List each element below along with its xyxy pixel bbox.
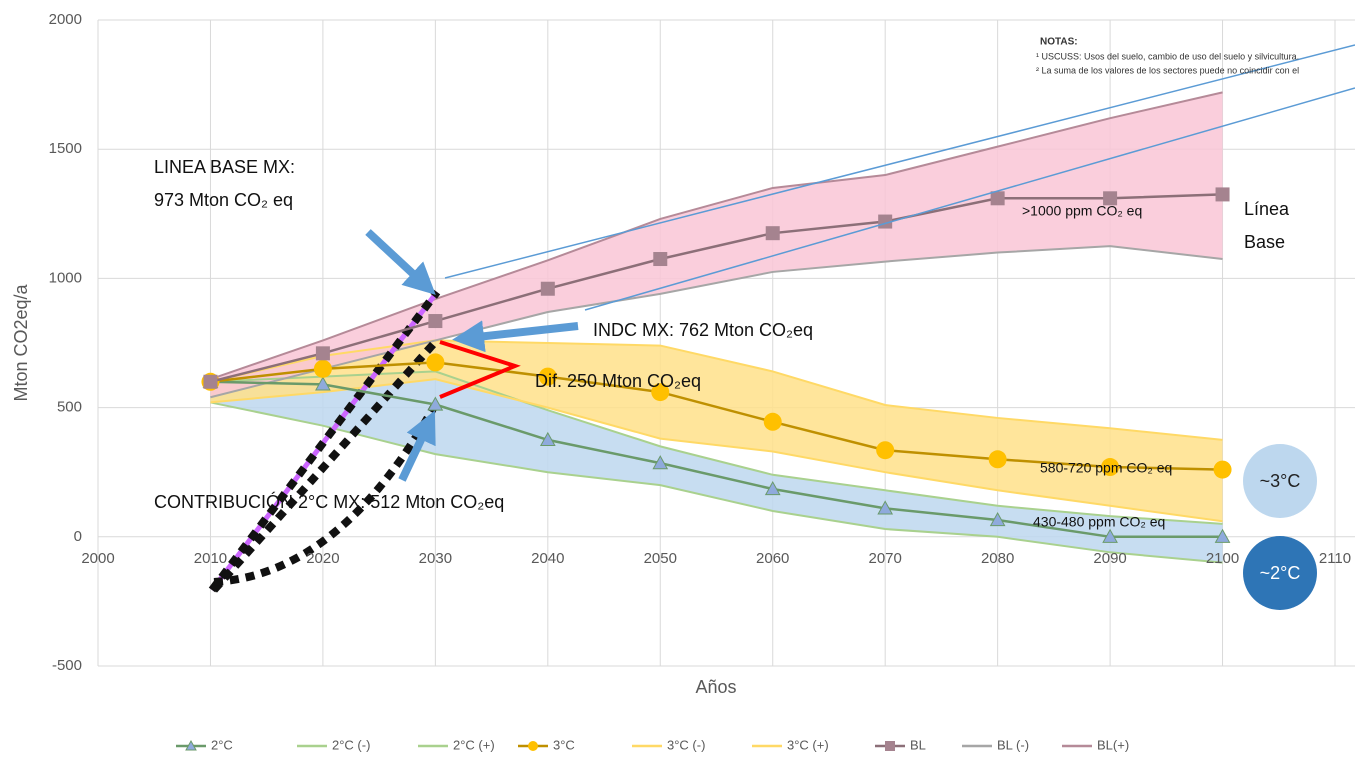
pointer-line — [584, 87, 1355, 311]
badge — [1243, 536, 1317, 610]
y-axis-label: Mton CO2eq/a — [11, 283, 31, 401]
series-line — [210, 193, 1223, 383]
x-tick-label: 2040 — [531, 550, 564, 567]
marker — [1214, 528, 1231, 543]
legend-label: 2°C (+) — [453, 737, 495, 752]
legend-label: BL(+) — [1097, 737, 1129, 752]
marker — [877, 500, 894, 515]
badge-label: ~2°C — [1260, 563, 1301, 583]
annotation: LINEA BASE MX: — [154, 157, 295, 177]
marker — [1103, 191, 1118, 206]
y-tick-label: 500 — [57, 399, 82, 416]
annotation: INDC MX: 762 Mton CO₂eq — [593, 320, 813, 340]
annotation: 430-480 ppm CO₂ eq — [1033, 514, 1165, 530]
x-axis-label: Años — [695, 677, 736, 697]
y-tick-label: 1500 — [49, 140, 82, 157]
marker — [203, 374, 218, 389]
marker — [1215, 187, 1230, 202]
legend-label: 3°C — [553, 737, 575, 752]
badge — [1243, 444, 1317, 518]
legend-label: BL (-) — [997, 737, 1029, 752]
legend-label: BL — [910, 737, 926, 752]
series-line — [210, 245, 1223, 399]
marker — [539, 431, 556, 446]
marker — [315, 376, 331, 391]
marker — [1102, 528, 1118, 543]
x-tick-label: 2070 — [868, 550, 901, 567]
legend-label: 2°C — [211, 737, 233, 752]
marker — [651, 383, 670, 402]
y-tick-label: 2000 — [49, 11, 82, 28]
marker — [653, 252, 668, 267]
series-line — [210, 401, 1223, 564]
marker — [428, 314, 443, 329]
x-tick-label: 2020 — [306, 550, 339, 567]
pointer-line — [444, 44, 1355, 279]
x-tick-label: 2090 — [1093, 550, 1126, 567]
x-tick-label: 2060 — [756, 550, 789, 567]
y-tick-label: 0 — [74, 528, 82, 545]
note-line: ¹ USCUSS: Usos del suelo, cambio de uso … — [1036, 51, 1299, 61]
dotted-guide — [208, 289, 441, 593]
arrow — [365, 229, 436, 295]
y-tick-label: -500 — [52, 657, 82, 674]
marker — [1213, 460, 1232, 479]
marker — [315, 346, 330, 361]
marker — [313, 359, 332, 378]
series-line — [210, 339, 1223, 441]
annotation: Línea — [1244, 199, 1290, 219]
note-title: NOTAS: — [1040, 37, 1078, 48]
marker — [185, 739, 197, 751]
marker — [426, 353, 445, 372]
legend-label: 3°C (-) — [667, 737, 705, 752]
annotation: 973 Mton CO₂ eq — [154, 190, 293, 210]
marker — [427, 396, 444, 411]
marker — [765, 226, 780, 241]
legend-label: 3°C (+) — [787, 737, 829, 752]
arrow — [452, 320, 579, 353]
band — [210, 371, 1223, 563]
annotation: 580-720 ppm CO₂ eq — [1040, 460, 1172, 476]
marker — [763, 412, 782, 431]
legend-label: 2°C (-) — [332, 737, 370, 752]
x-tick-label: 2000 — [81, 550, 114, 567]
arrow — [398, 410, 436, 482]
marker — [989, 511, 1006, 527]
marker — [990, 191, 1005, 206]
x-tick-label: 2010 — [194, 550, 227, 567]
x-tick-label: 2050 — [644, 550, 677, 567]
series-line — [210, 380, 1223, 539]
x-tick-label: 2110 — [1319, 550, 1351, 567]
series-line — [210, 91, 1223, 381]
series-line — [210, 378, 1223, 523]
marker — [528, 741, 538, 751]
marker — [538, 367, 557, 386]
dotted-guide — [211, 337, 440, 593]
marker — [876, 441, 895, 460]
x-tick-label: 2100 — [1206, 550, 1239, 567]
annotation: >1000 ppm CO₂ eq — [1022, 203, 1142, 219]
y-tick-label: 1000 — [49, 269, 82, 286]
series-line — [210, 361, 1223, 471]
annotation: Dif. 250 Mton CO₂eq — [535, 371, 701, 391]
annotation: Base — [1244, 232, 1285, 252]
band — [210, 92, 1223, 398]
marker — [540, 281, 555, 296]
difference-bracket — [439, 340, 521, 399]
badge-label: ~3°C — [1260, 471, 1301, 491]
marker — [1101, 458, 1120, 477]
note-line: ² La suma de los valores de los sectores… — [1036, 65, 1299, 75]
marker — [988, 450, 1007, 469]
marker — [885, 741, 895, 751]
x-tick-label: 2080 — [981, 550, 1014, 567]
annotation: CONTRIBUCIÓN 2°C MX: 512 Mton CO₂eq — [154, 491, 504, 512]
marker — [652, 455, 669, 470]
x-tick-label: 2030 — [419, 550, 452, 567]
marker — [764, 480, 781, 496]
